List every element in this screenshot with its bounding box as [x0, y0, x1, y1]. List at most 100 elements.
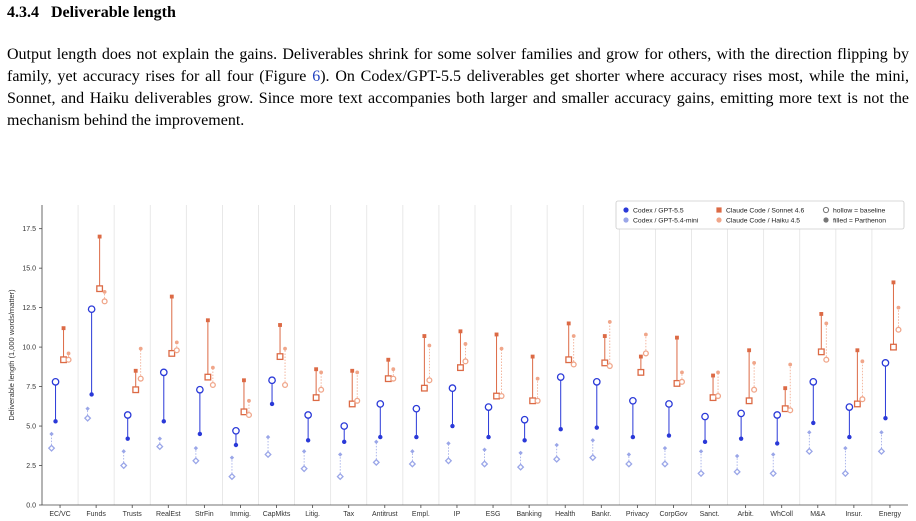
parthenon-point — [771, 452, 776, 457]
parthenon-point — [66, 351, 71, 356]
parthenon-point — [783, 386, 788, 391]
parthenon-point — [518, 450, 523, 456]
x-tick-label: Trusts — [123, 511, 143, 518]
deliverable-length-chart: 0.0 2.5 5.0 7.5 10.0 12.5 15.0 17.5 EC/VC Funds T… — [7, 200, 908, 518]
parthenon-point — [450, 423, 455, 429]
parthenon-point — [422, 334, 427, 338]
parthenon-point — [197, 431, 203, 437]
x-tick-label: EC/VC — [49, 511, 70, 518]
x-tick-label: Health — [555, 511, 575, 518]
chart-marks — [47, 234, 902, 481]
parthenon-point — [205, 318, 210, 323]
x-tick-label: Sanct. — [700, 511, 720, 518]
baseline-point — [642, 350, 649, 357]
baseline-point — [520, 415, 529, 424]
parthenon-point — [788, 362, 793, 367]
section-heading: 4.3.4 Deliverable length — [7, 4, 176, 22]
paragraph-text-start: Output length does not explain the gains… — [7, 46, 909, 85]
parthenon-point — [49, 431, 54, 437]
legend-marker — [623, 207, 629, 213]
baseline-point — [733, 468, 741, 476]
y-tick-label: 2.5 — [26, 463, 36, 470]
legend-label: Claude Code / Haiku 4.5 — [726, 218, 800, 225]
x-tick-label: Immig. — [230, 511, 251, 518]
legend-label: hollow = baseline — [833, 208, 886, 215]
figure-reference-link[interactable]: 6 — [312, 68, 321, 85]
parthenon-point — [463, 342, 468, 346]
x-tick-label: Arbit. — [737, 511, 753, 518]
chart-grid — [77, 205, 873, 505]
baseline-point — [376, 400, 385, 408]
parthenon-point — [278, 323, 282, 327]
baseline-point — [553, 455, 561, 463]
baseline-point — [665, 400, 673, 408]
parthenon-point — [662, 445, 668, 451]
baseline-point — [817, 348, 825, 356]
baseline-point — [697, 469, 705, 478]
parthenon-point — [97, 234, 102, 239]
parthenon-point — [85, 406, 90, 411]
baseline-point — [714, 393, 722, 400]
baseline-point — [625, 460, 633, 468]
baseline-point — [264, 450, 272, 459]
parthenon-point — [378, 434, 383, 440]
baseline-point — [701, 412, 709, 421]
parthenon-point — [643, 332, 648, 337]
x-tick-label: Insur. — [845, 511, 862, 518]
parthenon-point — [414, 434, 419, 440]
baseline-point — [745, 397, 753, 405]
parthenon-point — [138, 346, 143, 351]
parthenon-point — [558, 427, 563, 432]
baseline-point — [637, 368, 645, 376]
parthenon-point — [125, 436, 130, 441]
baseline-point — [661, 460, 669, 468]
parthenon-point — [811, 420, 816, 426]
baseline-point — [480, 460, 489, 468]
baseline-point — [556, 373, 565, 381]
baseline-point — [336, 472, 344, 481]
baseline-point — [408, 460, 417, 468]
baseline-point — [589, 453, 597, 462]
parthenon-point — [210, 365, 215, 370]
parthenon-point — [775, 441, 780, 446]
parthenon-point — [265, 434, 271, 440]
baseline-point — [318, 386, 325, 393]
baseline-point — [156, 442, 164, 451]
baseline-point — [426, 377, 433, 384]
series-codex — [51, 305, 890, 448]
x-tick-label: Bankr. — [591, 511, 611, 518]
parthenon-point — [229, 455, 235, 460]
baseline-point — [65, 356, 72, 363]
baseline-point — [312, 394, 320, 402]
parthenon-point — [896, 305, 901, 310]
baseline-point — [773, 411, 782, 419]
x-tick-label: Antitrust — [372, 511, 398, 518]
baseline-point — [841, 469, 850, 478]
parthenon-point — [590, 438, 595, 443]
baseline-point — [570, 361, 577, 368]
parthenon-point — [824, 321, 829, 326]
y-axis-label: Deliverable length (1,000 words/matter) — [7, 289, 16, 421]
parthenon-point — [342, 439, 347, 445]
parthenon-point — [391, 367, 396, 372]
legend-label: Codex / GPT-5.5 — [633, 208, 684, 215]
baseline-point — [268, 376, 276, 385]
baseline-point — [87, 305, 96, 314]
legend-marker — [822, 206, 830, 214]
baseline-point — [751, 386, 758, 393]
baseline-point — [592, 377, 601, 386]
parthenon-point — [269, 401, 275, 407]
legend-label: filled = Parthenon — [833, 218, 886, 225]
baseline-point — [123, 411, 132, 419]
baseline-point — [209, 381, 216, 389]
x-tick-label: CorpGov — [659, 511, 688, 518]
parthenon-point — [305, 438, 311, 443]
parthenon-point — [680, 370, 684, 375]
parthenon-point — [161, 419, 166, 424]
parthenon-point — [891, 280, 896, 285]
baseline-point — [159, 368, 168, 377]
x-tick-label: RealEst — [156, 511, 181, 518]
baseline-point — [412, 404, 421, 413]
parthenon-point — [594, 425, 599, 430]
x-tick-label: Funds — [86, 511, 106, 518]
